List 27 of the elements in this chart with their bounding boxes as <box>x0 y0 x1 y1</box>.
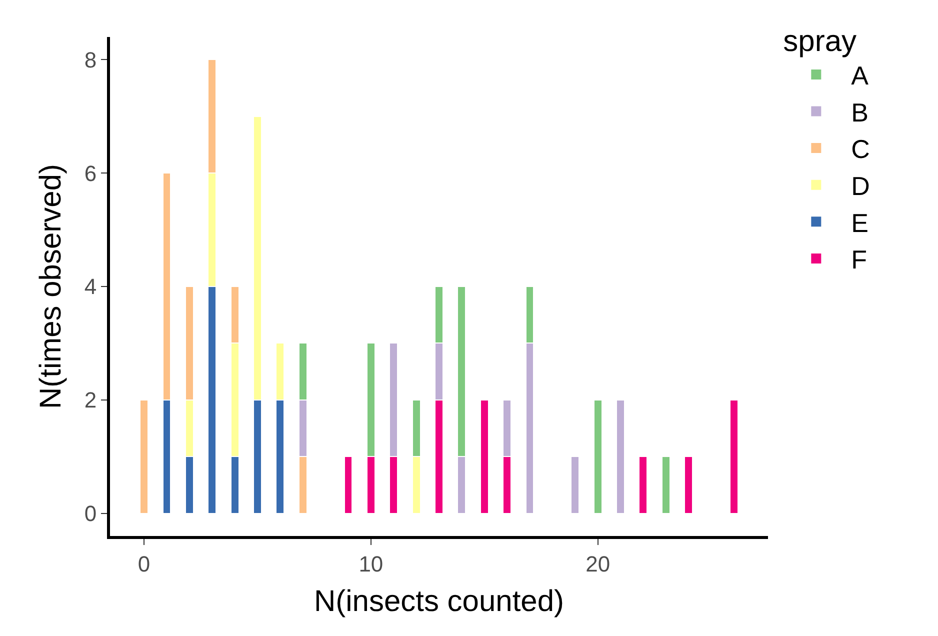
y-tick-label: 6 <box>84 160 97 186</box>
x-tick-label: 0 <box>138 551 150 576</box>
bar <box>684 456 694 514</box>
bar <box>140 399 149 514</box>
bar <box>729 399 738 514</box>
bar <box>661 456 670 514</box>
x-tick-label: 20 <box>586 551 610 576</box>
bar <box>616 399 625 514</box>
y-tick-label: 2 <box>84 388 97 413</box>
bar <box>638 456 648 514</box>
y-axis-title: N(times observed) <box>34 164 68 410</box>
y-tick-label: 0 <box>84 501 97 526</box>
legend-label: F <box>851 244 868 275</box>
legend-label: E <box>851 208 869 238</box>
x-tick-label: 10 <box>358 551 384 576</box>
legend-title: spray <box>783 25 857 58</box>
bar <box>344 456 353 514</box>
bar <box>480 399 489 514</box>
legend-label: B <box>851 97 869 128</box>
bar <box>570 456 580 514</box>
bar <box>593 399 602 514</box>
legend-label: D <box>851 170 870 201</box>
legend-label: C <box>851 134 870 164</box>
x-axis-title: N(insects counted) <box>314 584 564 618</box>
y-tick-label: 8 <box>84 47 97 72</box>
y-tick-label: 4 <box>84 274 97 300</box>
legend-label: A <box>851 60 870 91</box>
